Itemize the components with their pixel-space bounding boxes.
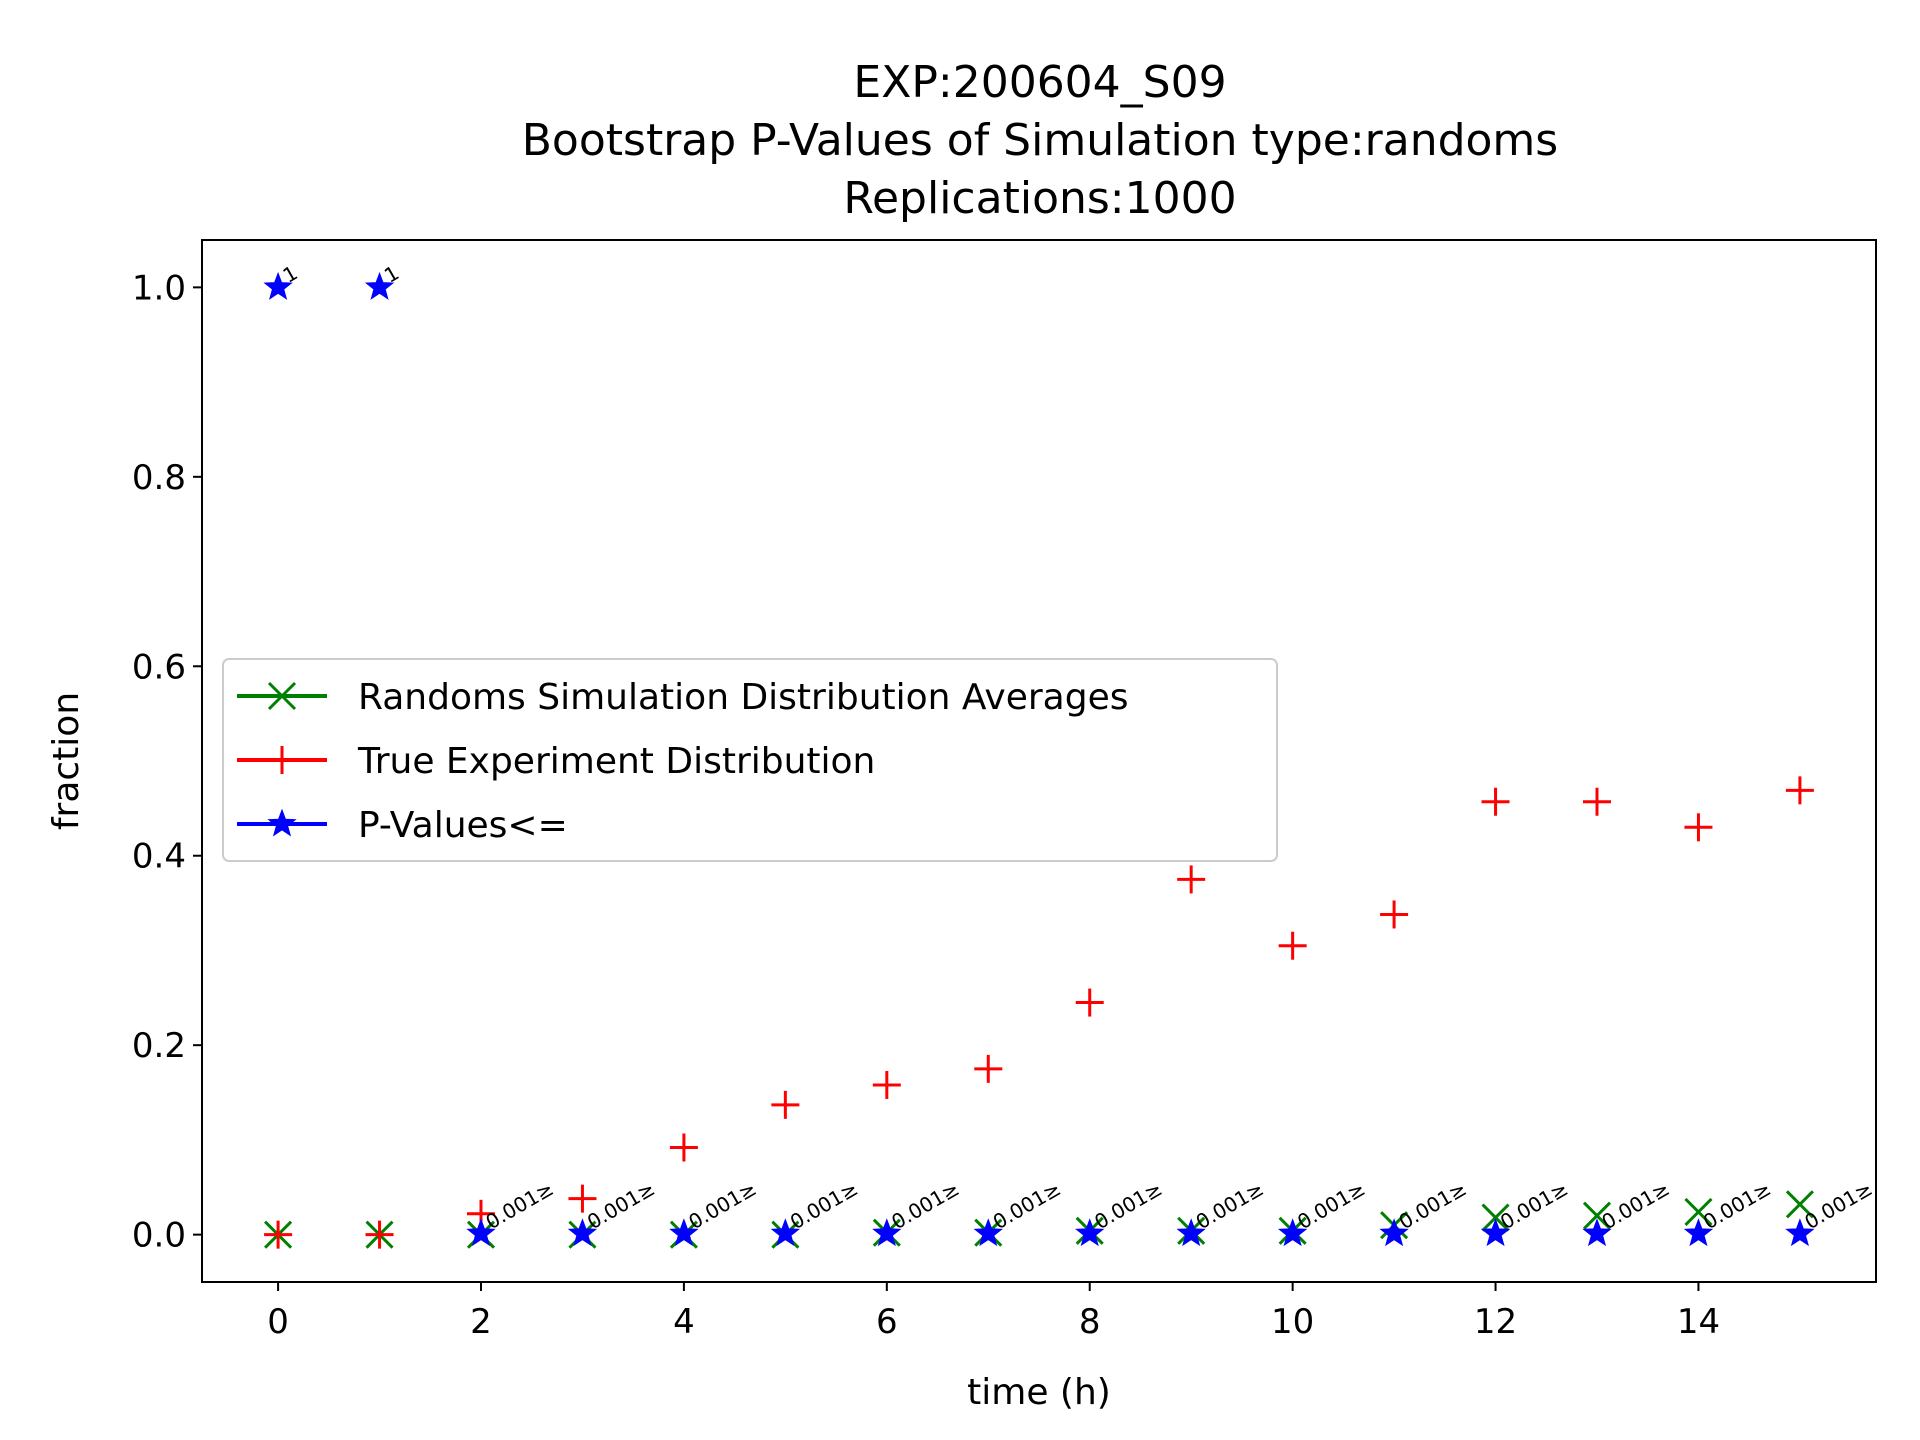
data-point <box>1177 865 1206 894</box>
marker-shape <box>669 1218 699 1247</box>
marker-shape <box>567 1218 598 1247</box>
data-point <box>770 1218 801 1247</box>
data-point <box>872 1070 901 1099</box>
marker-stroke <box>1481 1203 1510 1232</box>
y-tick-label: 1.0 <box>132 268 186 308</box>
legend-item: P-Values<= <box>237 805 568 846</box>
series-1 <box>264 776 1814 1249</box>
y-axis-ticks: 0.0 0.2 0.4 0.6 0.8 1.0 <box>132 268 202 1256</box>
data-point <box>1785 1190 1814 1219</box>
marker-shape <box>1480 1218 1511 1247</box>
data-point <box>974 1054 1003 1083</box>
data-point <box>466 1218 496 1247</box>
data-point <box>669 1218 699 1247</box>
data-point <box>1684 813 1713 842</box>
marker-stroke <box>1684 1197 1713 1226</box>
data-point <box>365 1220 394 1249</box>
marker-shape <box>1683 1218 1714 1247</box>
x-axis-ticks: 0 2 4 6 8 10 12 14 <box>267 1282 1720 1342</box>
marker-stroke <box>1785 1190 1814 1219</box>
marker-shape <box>1075 1218 1105 1247</box>
y-tick-label: 0.6 <box>132 647 186 687</box>
marker-shape <box>770 1218 801 1247</box>
marker-shape <box>1785 1218 1815 1247</box>
y-axis-label: fraction <box>46 692 87 830</box>
legend-label: P-Values<= <box>358 805 568 846</box>
data-point <box>1481 1203 1510 1232</box>
marker-shape <box>1582 1218 1612 1247</box>
data-point <box>1481 787 1510 816</box>
data-point <box>1379 1218 1409 1247</box>
y-tick-label: 0.2 <box>132 1026 186 1066</box>
legend-box <box>222 658 1278 862</box>
legend-marker <box>268 746 296 774</box>
data-point <box>973 1218 1003 1247</box>
plot-frame <box>201 239 1877 1283</box>
marker-shape <box>973 1218 1003 1247</box>
y-tick-label: 0.0 <box>132 1216 186 1256</box>
legend-label: True Experiment Distribution <box>357 741 875 782</box>
data-point <box>1582 1201 1612 1230</box>
legend-marker <box>267 681 297 711</box>
marker-shape <box>1277 1218 1308 1247</box>
x-tick-label: 0 <box>267 1302 289 1342</box>
x-tick-label: 14 <box>1677 1302 1720 1342</box>
legend-label: Randoms Simulation Distribution Averages <box>358 677 1129 718</box>
marker-shape <box>1176 1218 1206 1247</box>
data-point <box>1075 1218 1105 1247</box>
marker-shape <box>1379 1218 1409 1247</box>
data-point <box>1785 1218 1815 1247</box>
x-tick-label: 8 <box>1079 1302 1101 1342</box>
marker-shape <box>466 1218 496 1247</box>
data-point <box>567 1218 598 1247</box>
x-tick-label: 12 <box>1474 1302 1517 1342</box>
legend-items: Randoms Simulation Distribution Averages… <box>237 677 1129 846</box>
data-point <box>1176 1218 1206 1247</box>
data-point <box>771 1090 800 1119</box>
y-tick-label: 0.8 <box>132 458 186 498</box>
data-point <box>1480 1218 1511 1247</box>
title-line-2: Bootstrap P-Values of Simulation type:ra… <box>522 115 1558 166</box>
marker-shape <box>364 271 395 300</box>
marker-shape <box>267 808 297 837</box>
legend: Randoms Simulation Distribution Averages… <box>222 658 1278 862</box>
data-point <box>568 1184 597 1213</box>
data-point <box>669 1133 698 1162</box>
x-tick-label: 10 <box>1271 1302 1314 1342</box>
y-tick-label: 0.4 <box>132 837 186 877</box>
marker-stroke <box>1582 1201 1612 1230</box>
legend-item: Randoms Simulation Distribution Averages <box>237 677 1129 718</box>
x-tick-label: 2 <box>470 1302 492 1342</box>
data-point <box>1380 900 1409 929</box>
data-point <box>1075 988 1104 1017</box>
x-tick-label: 6 <box>876 1302 898 1342</box>
data-point <box>1583 787 1611 816</box>
marker-shape <box>872 1218 902 1247</box>
data-point <box>1684 1197 1713 1226</box>
data-point <box>1278 931 1307 960</box>
title-line-3: Replications:1000 <box>843 173 1236 224</box>
title-line-1: EXP:200604_S09 <box>853 57 1226 108</box>
data-point <box>263 271 293 300</box>
x-tick-label: 4 <box>673 1302 695 1342</box>
data-point <box>1785 776 1814 805</box>
marker-stroke <box>267 681 297 711</box>
legend-marker <box>267 808 297 837</box>
legend-item: True Experiment Distribution <box>237 741 875 782</box>
data-point <box>1277 1218 1308 1247</box>
chart-title: EXP:200604_S09 Bootstrap P-Values of Sim… <box>522 57 1558 224</box>
data-point <box>264 1220 293 1249</box>
data-point <box>1683 1218 1714 1247</box>
data-point <box>1582 1218 1612 1247</box>
x-axis-label: time (h) <box>967 1372 1111 1413</box>
data-point <box>872 1218 902 1247</box>
marker-shape <box>263 271 293 300</box>
data-point <box>364 271 395 300</box>
